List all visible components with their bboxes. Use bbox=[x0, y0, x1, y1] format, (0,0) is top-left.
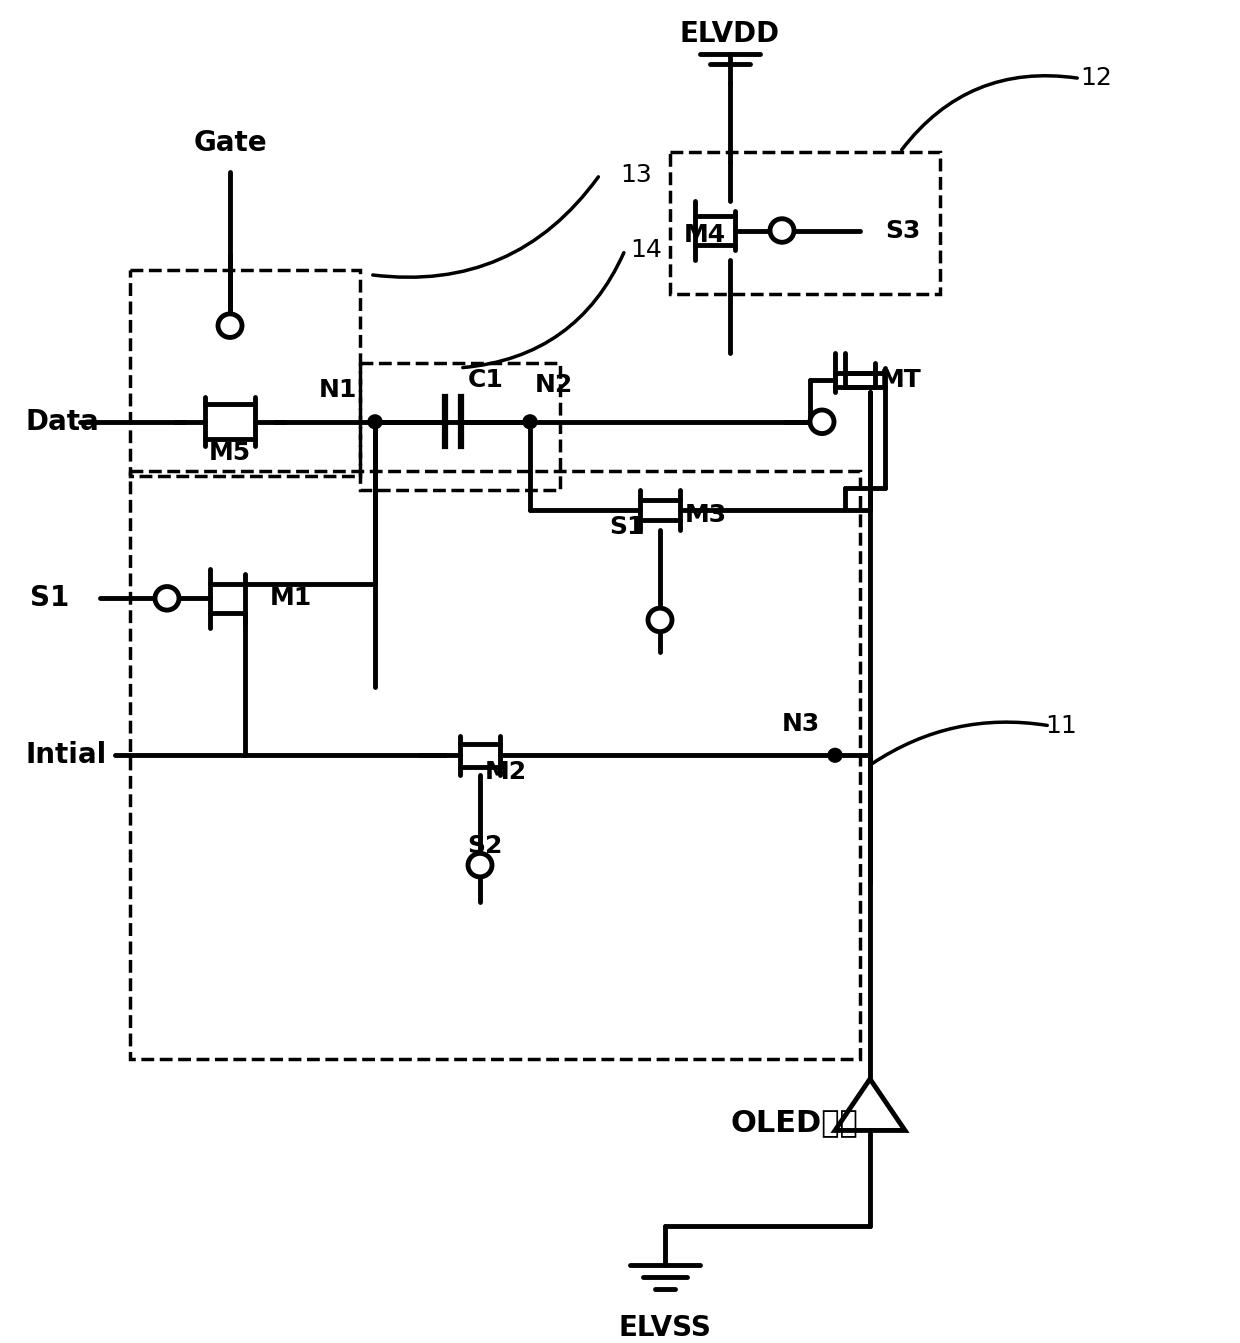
Text: S1: S1 bbox=[30, 584, 69, 612]
Text: M1: M1 bbox=[270, 587, 312, 610]
Text: N3: N3 bbox=[781, 712, 820, 736]
Text: 14: 14 bbox=[630, 238, 662, 262]
Circle shape bbox=[467, 853, 492, 877]
Circle shape bbox=[368, 415, 382, 428]
Circle shape bbox=[155, 587, 179, 610]
Text: 12: 12 bbox=[1080, 66, 1112, 90]
Text: Intial: Intial bbox=[25, 741, 107, 770]
Text: S2: S2 bbox=[467, 834, 502, 858]
Circle shape bbox=[523, 415, 537, 428]
Text: S3: S3 bbox=[885, 219, 920, 243]
Text: ELVDD: ELVDD bbox=[680, 20, 780, 47]
Text: N1: N1 bbox=[319, 379, 357, 402]
Text: S1: S1 bbox=[610, 514, 645, 539]
Text: Data: Data bbox=[25, 408, 99, 435]
Text: 11: 11 bbox=[1045, 714, 1076, 737]
Text: ELVSS: ELVSS bbox=[619, 1315, 712, 1343]
Text: C1: C1 bbox=[467, 368, 503, 392]
Circle shape bbox=[828, 748, 842, 761]
Text: MT: MT bbox=[880, 368, 921, 392]
Circle shape bbox=[770, 219, 794, 242]
Text: M4: M4 bbox=[684, 223, 727, 247]
Text: M3: M3 bbox=[684, 504, 727, 526]
Text: M2: M2 bbox=[485, 760, 527, 784]
Circle shape bbox=[649, 608, 672, 631]
Circle shape bbox=[810, 410, 835, 434]
Circle shape bbox=[218, 314, 242, 337]
Text: Gate: Gate bbox=[193, 129, 267, 157]
Text: OLED器件: OLED器件 bbox=[730, 1108, 858, 1138]
Text: N2: N2 bbox=[534, 373, 573, 398]
Text: M5: M5 bbox=[208, 442, 250, 466]
Text: 13: 13 bbox=[620, 163, 652, 187]
